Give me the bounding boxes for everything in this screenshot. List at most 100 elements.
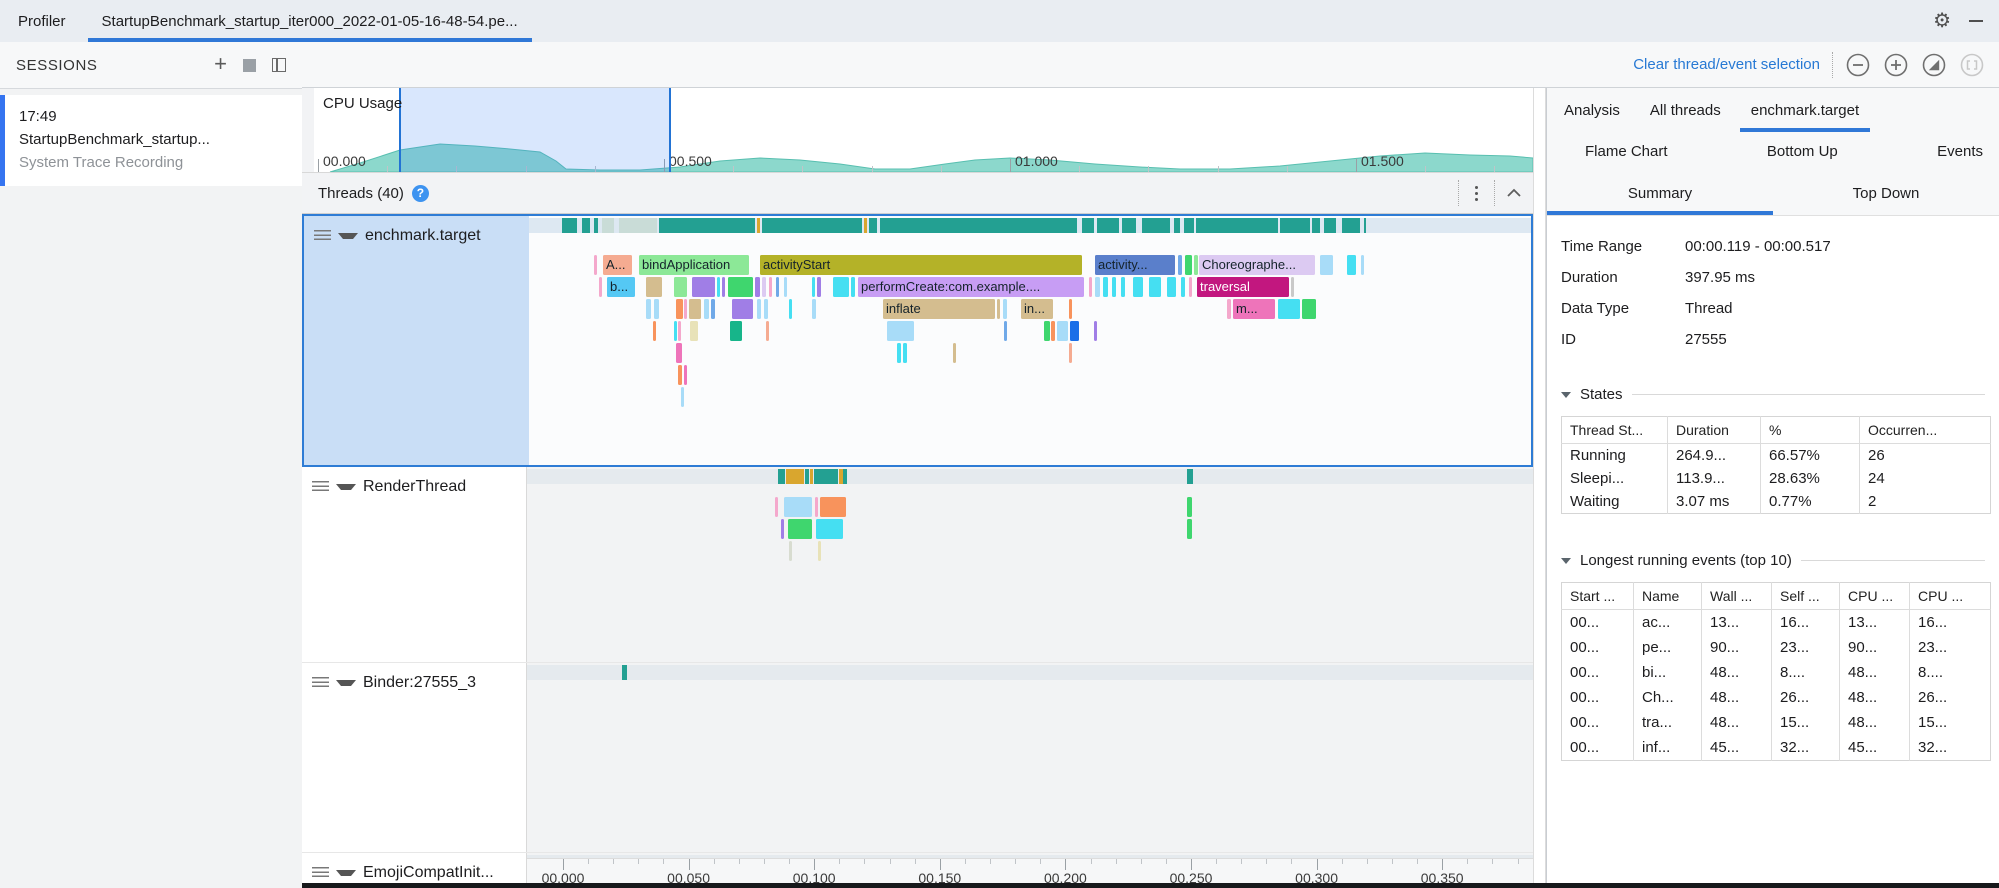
detail-tab[interactable]: enchmark.target: [1736, 88, 1874, 132]
expand-caret-icon[interactable]: [336, 680, 356, 686]
detail-subtab[interactable]: Flame Chart: [1585, 143, 1668, 160]
thread-label[interactable]: RenderThread: [302, 467, 527, 662]
trace-event-block[interactable]: [690, 321, 698, 341]
thread-label[interactable]: enchmark.target: [304, 216, 529, 465]
trace-event-block[interactable]: [1094, 321, 1097, 341]
trace-event-block[interactable]: [678, 321, 681, 341]
more-options-icon[interactable]: [1469, 184, 1484, 203]
trace-event-block[interactable]: [784, 277, 787, 297]
trace-event-block[interactable]: [1069, 299, 1072, 319]
states-row[interactable]: Running 264.9... 66.57% 26: [1561, 443, 1991, 467]
trace-event-block[interactable]: [769, 277, 772, 297]
drag-handle-icon[interactable]: [312, 867, 329, 880]
detail-subtab[interactable]: Bottom Up: [1766, 143, 1838, 160]
thread-label[interactable]: Binder:27555_3: [302, 663, 527, 852]
trace-event-block[interactable]: [816, 519, 843, 539]
states-row[interactable]: Waiting 3.07 ms 0.77% 2: [1561, 490, 1991, 514]
trace-event-block[interactable]: [678, 365, 682, 385]
trace-event-block[interactable]: [784, 497, 812, 517]
trace-event-block[interactable]: [781, 519, 784, 539]
trace-event-block[interactable]: [1121, 277, 1125, 297]
trace-event-block[interactable]: [684, 365, 687, 385]
vertical-scrollbar[interactable]: [1533, 88, 1546, 888]
trace-event-block[interactable]: [646, 299, 651, 319]
reset-zoom-button[interactable]: [1921, 52, 1947, 78]
column-header[interactable]: Duration: [1667, 416, 1761, 444]
detail-tab[interactable]: All threads: [1649, 101, 1721, 119]
trace-event-block[interactable]: [722, 277, 725, 297]
trace-event-block[interactable]: [717, 277, 720, 297]
thread-track[interactable]: [527, 467, 1533, 662]
events-row[interactable]: 00... pe... 90... 23... 90... 23...: [1561, 635, 1991, 660]
trace-event-block[interactable]: [594, 255, 597, 275]
trace-event-block[interactable]: [1103, 277, 1108, 297]
trace-event-block[interactable]: [818, 541, 821, 561]
trace-event-block[interactable]: b...: [607, 277, 635, 297]
trace-event-block[interactable]: [766, 321, 769, 341]
collapse-triangle-icon[interactable]: [1561, 391, 1571, 398]
drag-handle-icon[interactable]: [312, 677, 329, 690]
trace-event-block[interactable]: [653, 321, 656, 341]
states-row[interactable]: Sleepi... 113.9... 28.63% 24: [1561, 467, 1991, 490]
trace-event-block[interactable]: [1167, 277, 1176, 297]
events-row[interactable]: 00... bi... 48... 8.... 48... 8....: [1561, 660, 1991, 685]
trace-event-block[interactable]: [692, 277, 715, 297]
column-header[interactable]: Self ...: [1771, 582, 1840, 610]
drag-handle-icon[interactable]: [312, 481, 329, 494]
trace-event-block[interactable]: performCreate:com.example....: [858, 277, 1084, 297]
trace-event-block[interactable]: [1069, 343, 1072, 363]
trace-event-block[interactable]: [1347, 255, 1356, 275]
trace-event-block[interactable]: activityStart: [760, 255, 1082, 275]
collapse-panel-icon[interactable]: [272, 58, 286, 72]
trace-event-block[interactable]: [833, 277, 849, 297]
events-row[interactable]: 00... inf... 45... 32... 45... 32...: [1561, 735, 1991, 761]
trace-event-block[interactable]: [711, 299, 715, 319]
trace-event-block[interactable]: [851, 277, 855, 297]
trace-event-block[interactable]: A...: [603, 255, 632, 275]
trace-event-block[interactable]: [1095, 277, 1100, 297]
trace-event-block[interactable]: [812, 277, 815, 297]
minimize-icon[interactable]: [1969, 20, 1983, 22]
timeline-selection[interactable]: [399, 88, 671, 172]
trace-event-block[interactable]: [728, 277, 753, 297]
trace-event-block[interactable]: [762, 277, 766, 297]
trace-event-block[interactable]: [599, 277, 602, 297]
trace-event-block[interactable]: [1181, 277, 1185, 297]
trace-event-block[interactable]: [775, 497, 778, 517]
trace-event-block[interactable]: [1361, 255, 1364, 275]
trace-event-block[interactable]: [676, 343, 682, 363]
trace-event-block[interactable]: [1291, 277, 1294, 297]
events-row[interactable]: 00... Ch... 48... 26... 48... 26...: [1561, 685, 1991, 710]
trace-event-block[interactable]: [789, 541, 792, 561]
trace-event-block[interactable]: [776, 277, 779, 297]
events-row[interactable]: 00... ac... 13... 16... 13... 16...: [1561, 609, 1991, 635]
trace-event-block[interactable]: [903, 343, 907, 363]
help-icon[interactable]: ?: [411, 184, 429, 202]
trace-event-block[interactable]: [953, 343, 956, 363]
detail-tab[interactable]: Analysis: [1564, 101, 1620, 119]
trace-event-block[interactable]: [732, 299, 753, 319]
trace-event-block[interactable]: [812, 299, 816, 319]
drag-handle-icon[interactable]: [314, 230, 331, 243]
trace-event-block[interactable]: [1187, 519, 1192, 539]
trace-event-block[interactable]: [1149, 277, 1161, 297]
trace-event-block[interactable]: [764, 299, 768, 319]
trace-event-block[interactable]: [646, 277, 662, 297]
trace-event-block[interactable]: [681, 387, 684, 407]
trace-event-block[interactable]: [704, 299, 709, 319]
expand-caret-icon[interactable]: [336, 870, 356, 876]
trace-event-block[interactable]: [789, 299, 792, 319]
clear-selection-link[interactable]: Clear thread/event selection: [1633, 56, 1820, 73]
trace-event-block[interactable]: [1320, 255, 1333, 275]
detail-subtab[interactable]: Summary: [1547, 171, 1773, 215]
trace-event-block[interactable]: traversal: [1197, 277, 1289, 297]
column-header[interactable]: %: [1760, 416, 1860, 444]
trace-event-block[interactable]: [1302, 299, 1316, 319]
zoom-out-button[interactable]: [1845, 52, 1871, 78]
settings-gear-icon[interactable]: ⚙: [1933, 10, 1951, 32]
trace-event-block[interactable]: [820, 497, 846, 517]
trace-event-block[interactable]: [1189, 277, 1192, 297]
trace-event-block[interactable]: [1133, 277, 1143, 297]
add-session-icon[interactable]: +: [214, 50, 227, 76]
column-header[interactable]: Wall ...: [1701, 582, 1772, 610]
